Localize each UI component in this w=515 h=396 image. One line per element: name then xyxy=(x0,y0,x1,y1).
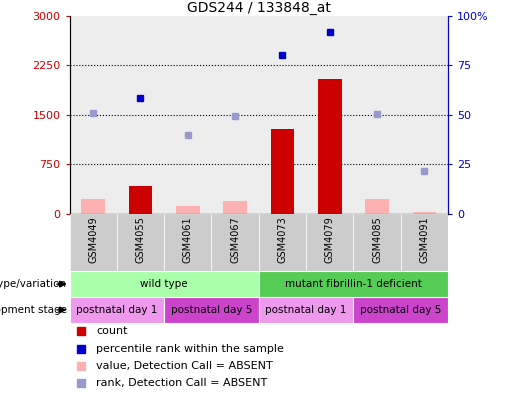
Bar xyxy=(306,214,353,271)
Bar xyxy=(259,16,306,214)
Bar xyxy=(117,214,164,271)
Bar xyxy=(259,271,448,297)
Bar xyxy=(164,297,259,323)
Bar xyxy=(413,212,436,214)
Bar xyxy=(70,271,259,297)
Bar xyxy=(353,214,401,271)
Bar xyxy=(306,16,353,214)
Bar xyxy=(259,297,353,323)
Bar xyxy=(365,199,389,214)
Bar xyxy=(129,186,152,214)
Text: postnatal day 1: postnatal day 1 xyxy=(76,305,158,315)
Bar xyxy=(70,16,117,214)
Text: GSM4085: GSM4085 xyxy=(372,216,382,263)
Text: GSM4061: GSM4061 xyxy=(183,216,193,263)
Bar xyxy=(259,214,306,271)
Bar xyxy=(353,297,448,323)
Text: rank, Detection Call = ABSENT: rank, Detection Call = ABSENT xyxy=(96,378,267,388)
Bar xyxy=(70,297,164,323)
Bar xyxy=(318,78,341,214)
Text: genotype/variation: genotype/variation xyxy=(0,279,67,289)
Text: GSM4067: GSM4067 xyxy=(230,216,240,263)
Text: GSM4091: GSM4091 xyxy=(419,216,430,263)
Text: percentile rank within the sample: percentile rank within the sample xyxy=(96,344,284,354)
Bar xyxy=(70,214,117,271)
Text: count: count xyxy=(96,326,128,337)
Bar xyxy=(81,199,105,214)
Text: GSM4079: GSM4079 xyxy=(325,216,335,263)
Text: wild type: wild type xyxy=(141,279,188,289)
Bar xyxy=(212,16,259,214)
Bar xyxy=(164,214,212,271)
Text: mutant fibrillin-1 deficient: mutant fibrillin-1 deficient xyxy=(285,279,422,289)
Bar xyxy=(117,16,164,214)
Text: development stage: development stage xyxy=(0,305,67,315)
Bar xyxy=(212,214,259,271)
Text: GSM4073: GSM4073 xyxy=(278,216,287,263)
Bar xyxy=(401,214,448,271)
Text: postnatal day 5: postnatal day 5 xyxy=(171,305,252,315)
Bar xyxy=(164,16,212,214)
Bar xyxy=(270,129,294,214)
Bar xyxy=(401,16,448,214)
Text: postnatal day 5: postnatal day 5 xyxy=(360,305,441,315)
Text: GSM4049: GSM4049 xyxy=(88,216,98,263)
Text: postnatal day 1: postnatal day 1 xyxy=(265,305,347,315)
Text: GSM4055: GSM4055 xyxy=(135,216,146,263)
Bar xyxy=(224,201,247,214)
Bar xyxy=(353,16,401,214)
Text: value, Detection Call = ABSENT: value, Detection Call = ABSENT xyxy=(96,361,273,371)
Bar xyxy=(176,206,200,214)
Title: GDS244 / 133848_at: GDS244 / 133848_at xyxy=(187,1,331,15)
